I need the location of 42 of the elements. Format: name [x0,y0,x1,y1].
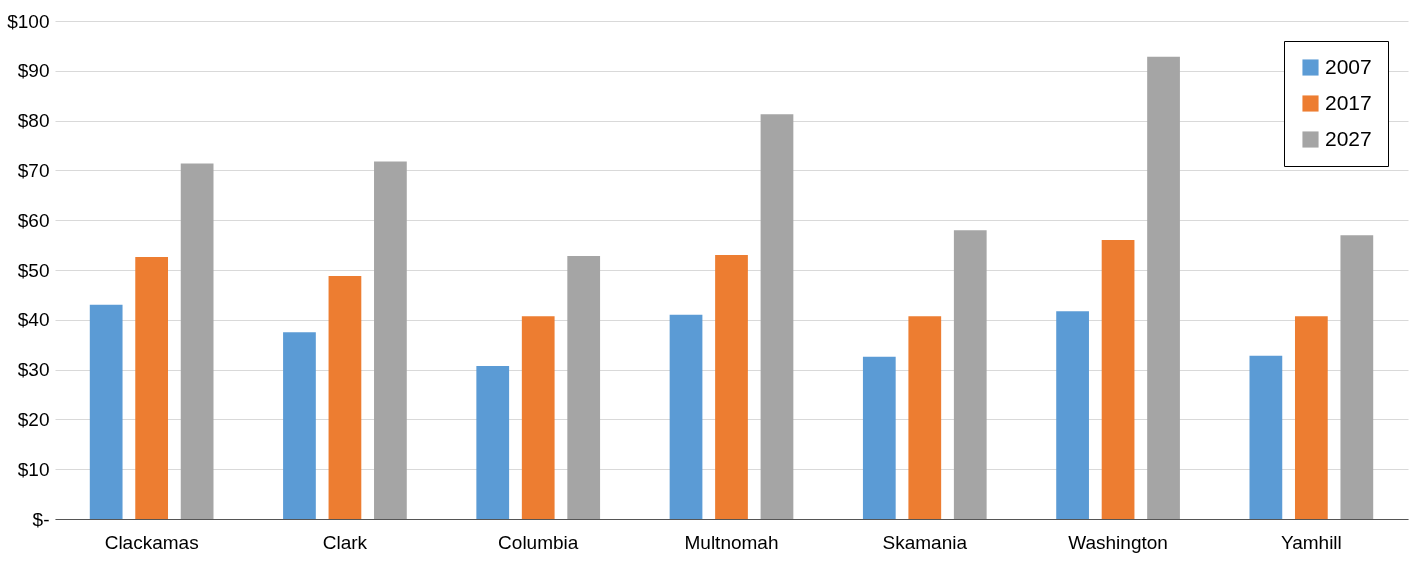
bar [1147,56,1180,519]
x-tick-label: Clark [322,531,368,553]
bar [135,257,169,519]
x-tick-label: Multnomah [684,531,779,553]
bar [521,316,555,519]
legend-label: 2007 [1325,54,1372,78]
y-tick-label: $- [32,508,50,530]
bar [908,316,942,519]
bar [760,114,794,519]
bar [328,275,362,519]
legend-label: 2027 [1325,126,1372,150]
y-tick-label: $60 [17,209,50,231]
x-tick-label: Yamhill [1280,531,1342,553]
bar [89,304,123,519]
x-tick-label: Skamania [882,531,968,553]
bar [1294,316,1328,519]
y-tick-label: $90 [17,60,50,82]
y-tick-label: $10 [17,458,50,480]
bar [283,332,316,519]
bar [476,366,510,519]
bar [715,255,748,519]
bar [953,230,987,519]
bar [1340,235,1374,519]
bar [180,163,214,519]
y-tick-label: $100 [7,10,50,32]
bar [669,314,703,519]
bar [862,356,896,519]
y-tick-label: $20 [17,408,50,430]
legend-label: 2017 [1325,90,1372,114]
bar [1056,311,1089,519]
y-tick-label: $30 [17,359,50,381]
x-tick-label: Clackamas [104,531,199,553]
bar [374,161,407,519]
y-tick-label: $50 [17,259,50,281]
y-tick-label: $80 [17,110,50,132]
bar [1101,240,1135,519]
x-tick-label: Columbia [498,531,579,553]
bar [1249,355,1283,519]
y-tick-label: $70 [17,159,50,181]
x-tick-label: Washington [1068,531,1168,553]
y-tick-label: $40 [17,309,50,331]
bar [567,256,601,519]
